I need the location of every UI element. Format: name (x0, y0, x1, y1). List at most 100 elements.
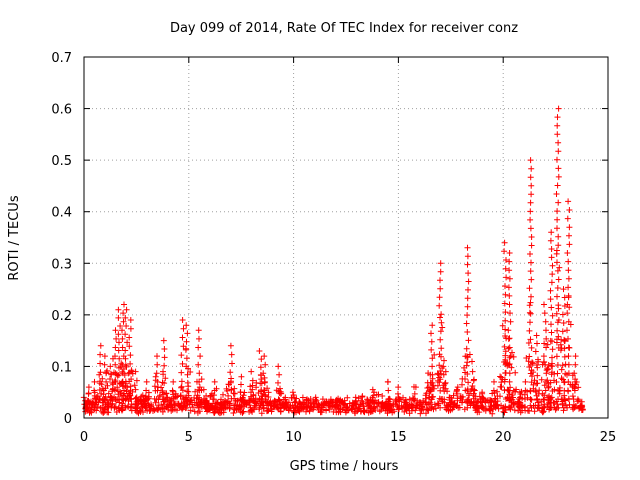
peak-point (464, 387, 471, 394)
peak-point (565, 284, 572, 291)
data-point (374, 403, 381, 410)
data-point (187, 407, 194, 414)
data-point (164, 394, 171, 401)
x-tick-label: 5 (185, 430, 193, 445)
peak-point (229, 360, 235, 367)
peak-point (527, 396, 534, 403)
peak-point (127, 325, 134, 332)
data-point (488, 405, 495, 412)
peak-point (429, 355, 436, 362)
peak-point (560, 320, 567, 326)
data-point (446, 394, 453, 401)
peak-point (238, 396, 245, 403)
peak-point (528, 234, 535, 240)
data-point (526, 408, 533, 414)
peak-point (555, 404, 562, 411)
peak-point (527, 362, 534, 368)
peak-point (501, 343, 508, 350)
peak-point (275, 396, 282, 403)
peak-point (143, 378, 150, 385)
peak-point (112, 378, 119, 385)
peak-point (549, 312, 556, 319)
peak-point (237, 389, 244, 396)
data-point (192, 388, 199, 395)
data-point (459, 381, 465, 388)
peak-point (566, 241, 573, 248)
peak-point (501, 239, 508, 246)
data-point (375, 391, 382, 398)
peak-point (565, 378, 572, 385)
peak-point (160, 371, 167, 378)
peak-point (169, 404, 176, 411)
x-tick-label: 10 (285, 430, 302, 445)
peak-point (505, 361, 512, 368)
peak-point (502, 265, 509, 272)
peak-point (195, 327, 202, 334)
peak-point (566, 207, 573, 213)
peak-point (564, 387, 571, 394)
peak-point (503, 274, 510, 281)
peak-point (543, 327, 549, 334)
peak-point (154, 353, 160, 360)
peak-point (528, 293, 534, 300)
peak-point (182, 346, 189, 353)
data-point (225, 392, 232, 399)
data-point (544, 366, 551, 373)
data-point (214, 399, 221, 406)
peak-point (91, 378, 98, 385)
data-point (510, 353, 517, 360)
peak-point (502, 317, 509, 324)
peak-point (395, 384, 402, 391)
peak-point (465, 396, 472, 403)
peak-point (547, 237, 554, 244)
peak-point (479, 404, 486, 411)
peak-point (559, 311, 566, 318)
x-tick-label: 20 (495, 430, 512, 445)
peak-point (108, 371, 115, 378)
x-tick-label: 25 (600, 430, 617, 445)
peak-point (553, 379, 560, 385)
peak-point (549, 262, 556, 269)
peak-point (257, 380, 264, 387)
peak-point (179, 360, 186, 367)
peak-point (115, 314, 122, 321)
peak-point (564, 301, 571, 308)
peak-point (195, 404, 202, 411)
peak-point (183, 363, 190, 370)
peak-point (464, 404, 471, 411)
peak-point (542, 361, 549, 368)
peak-point (526, 353, 533, 360)
peak-point (547, 379, 554, 386)
data-point (230, 410, 237, 416)
data-point (469, 383, 476, 389)
data-point (222, 404, 229, 411)
peak-point (180, 325, 187, 332)
peak-point (109, 379, 116, 386)
peak-point (553, 250, 560, 257)
data-point (525, 340, 532, 346)
data-point (329, 403, 336, 410)
peak-point (197, 353, 204, 360)
peak-point (258, 388, 264, 395)
peak-point (428, 338, 435, 345)
peak-point (565, 335, 571, 342)
data-point (194, 409, 201, 416)
peak-point (506, 258, 513, 265)
peak-point (310, 401, 317, 408)
peak-point (541, 404, 548, 411)
data-point (105, 403, 112, 410)
data-point (287, 403, 294, 410)
peak-point (543, 370, 550, 377)
data-point (556, 390, 563, 397)
data-point (497, 383, 504, 390)
data-point (200, 386, 207, 393)
data-point (569, 393, 576, 400)
data-point (574, 398, 581, 405)
data-point (431, 351, 438, 358)
peak-point (97, 378, 104, 385)
peak-point (127, 360, 134, 367)
peak-point (565, 275, 572, 282)
peak-point (436, 362, 443, 369)
data-point (512, 388, 519, 395)
peak-point (132, 386, 139, 393)
